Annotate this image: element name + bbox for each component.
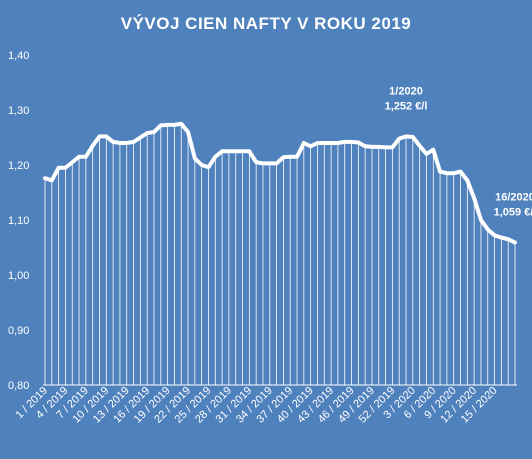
y-tick-label: 1,00	[8, 270, 29, 282]
y-tick-label: 1,20	[8, 160, 29, 172]
y-tick-label: 0,80	[8, 380, 29, 392]
y-tick-label: 1,10	[8, 215, 29, 227]
annotation-value: 1,059 €/l	[494, 207, 532, 219]
annotation-label: 1/2020	[389, 85, 423, 97]
y-tick-label: 0,90	[8, 325, 29, 337]
y-tick-label: 1,30	[8, 105, 29, 117]
chart-title: VÝVOJ CIEN NAFTY V ROKU 2019	[121, 14, 412, 33]
series-line-group	[43, 121, 517, 245]
annotations: 1/2020 1,252 €/l 16/2020 1,059 €/l	[385, 85, 532, 218]
annotation-value: 1,252 €/l	[385, 100, 428, 112]
y-axis: 0,80 0,90 1,00 1,10 1,20 1,30 1,40	[8, 50, 29, 392]
drop-lines	[44, 123, 516, 385]
series-line	[43, 121, 517, 245]
y-tick-label: 1,40	[8, 50, 29, 62]
annotation-label: 16/2020	[495, 192, 532, 204]
